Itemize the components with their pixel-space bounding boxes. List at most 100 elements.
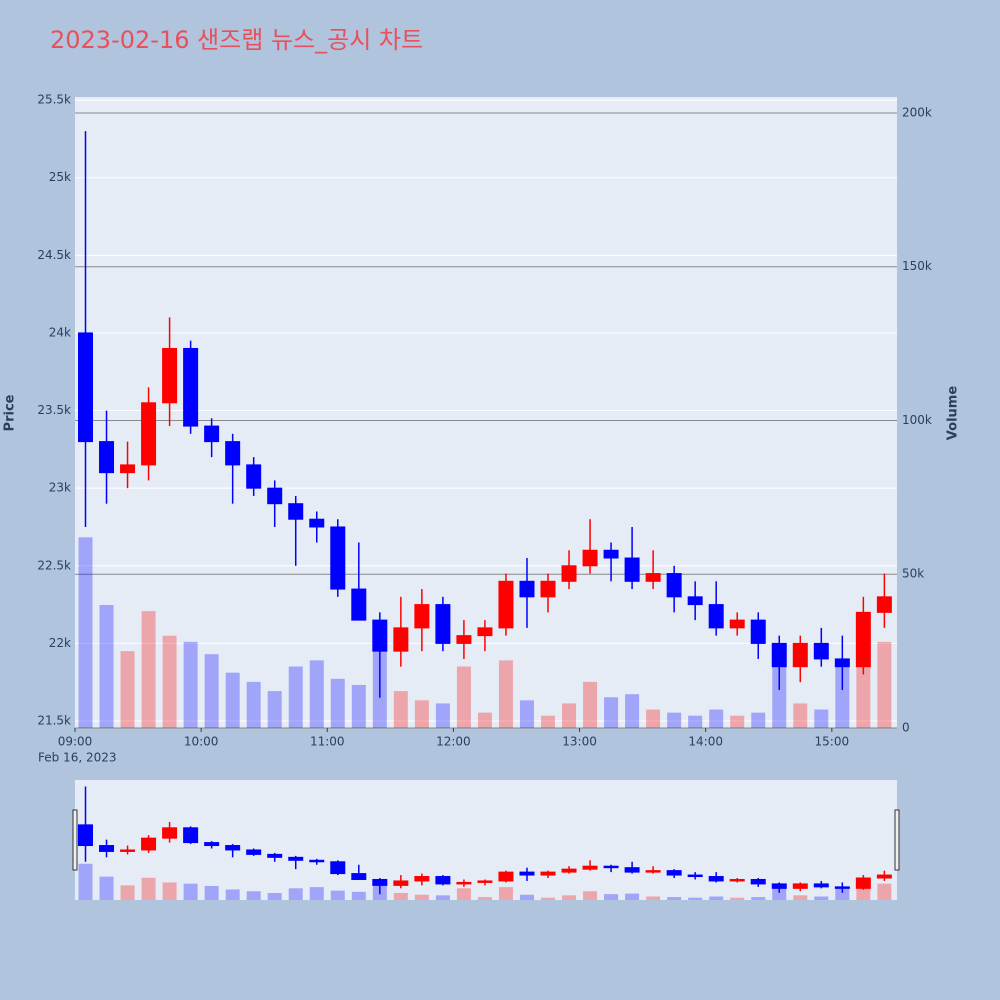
- volume-bar: [435, 703, 450, 728]
- mini-candle-body: [78, 824, 93, 847]
- candle-body: [876, 596, 892, 613]
- mini-volume-bar: [646, 896, 661, 900]
- volume-bar: [477, 712, 492, 728]
- y-tick-label: 25.5k: [37, 93, 71, 107]
- mini-volume-bar: [183, 883, 198, 900]
- candle-body: [456, 635, 472, 644]
- mini-volume-bar: [267, 892, 282, 900]
- mini-candle-body: [309, 859, 325, 863]
- candle-body: [330, 526, 346, 590]
- mini-volume-bar: [604, 894, 619, 900]
- mini-volume-bar: [498, 887, 513, 900]
- mini-candle-body: [666, 870, 682, 876]
- mini-volume-bar: [351, 891, 366, 900]
- y-tick-label: 24.5k: [37, 248, 71, 262]
- mini-candle-body: [435, 876, 451, 885]
- mini-volume-bar: [330, 890, 345, 900]
- x-tick-label: 15:00: [815, 735, 850, 749]
- mini-candle-body: [876, 874, 892, 879]
- volume-bar: [288, 666, 303, 728]
- mini-candle-body: [498, 871, 514, 882]
- mini-candle-body: [183, 827, 199, 844]
- slider-handle[interactable]: [894, 809, 900, 871]
- chart-title: 2023-02-16 샌즈랩 뉴스_공시 차트: [50, 26, 423, 54]
- volume-bar: [267, 691, 282, 728]
- candle-body: [309, 518, 325, 528]
- volume-bar: [667, 712, 682, 728]
- mini-candle-body: [414, 876, 430, 882]
- candle-body: [708, 604, 724, 629]
- x-tick-label: 13:00: [562, 735, 597, 749]
- volume-bar: [730, 715, 745, 728]
- mini-volume-bar: [414, 894, 429, 900]
- slider-handle[interactable]: [72, 809, 78, 871]
- mini-candle-body: [855, 877, 871, 889]
- candle-body: [78, 332, 93, 443]
- candle-body: [519, 580, 535, 598]
- x-tick-label: 14:00: [688, 735, 723, 749]
- mini-volume-bar: [730, 897, 745, 900]
- mini-candle-body: [750, 878, 766, 885]
- mini-candle-body: [603, 865, 619, 869]
- x-tick-label: 09:00: [58, 735, 93, 749]
- mini-volume-bar: [688, 897, 703, 900]
- candle-body: [414, 604, 430, 629]
- x-tick-label: 12:00: [436, 735, 471, 749]
- candle-body: [834, 658, 850, 668]
- mini-volume-bar: [309, 887, 324, 900]
- y-tick-label: 25k: [49, 170, 71, 184]
- candle-body: [267, 487, 283, 505]
- x-tick-label: 10:00: [184, 735, 219, 749]
- volume-bar: [541, 715, 556, 728]
- mini-volume-bar: [877, 883, 892, 900]
- y2-tick-label: 0: [902, 721, 910, 735]
- mini-volume-bar: [541, 897, 556, 900]
- candle-body: [99, 441, 115, 474]
- mini-volume-bar: [141, 877, 156, 900]
- y-axis-title: Price: [3, 394, 18, 431]
- mini-volume-bar: [393, 892, 408, 900]
- mini-candle-body: [519, 871, 535, 876]
- candle-body: [435, 604, 451, 644]
- candle-body: [645, 573, 661, 582]
- candle-body: [477, 627, 493, 637]
- volume-bar: [856, 651, 871, 728]
- mini-candle-body: [582, 865, 598, 870]
- x-tick-label: 11:00: [310, 735, 345, 749]
- candle-body: [351, 588, 367, 621]
- y-tick-label: 24k: [49, 325, 71, 339]
- candle-body: [666, 573, 682, 598]
- volume-bar: [877, 641, 892, 728]
- mini-candle-body: [477, 880, 493, 883]
- candle-body: [183, 347, 199, 427]
- mini-volume-bar: [162, 882, 177, 900]
- y-tick-label: 21.5k: [37, 714, 71, 728]
- volume-bar: [709, 709, 724, 728]
- volume-bar: [793, 703, 808, 728]
- candle-body: [225, 441, 241, 466]
- y2-tick-label: 200k: [902, 105, 932, 119]
- mini-volume-bar: [456, 888, 471, 900]
- mini-candle-body: [162, 827, 178, 839]
- volume-bar: [562, 703, 577, 728]
- y2-tick-label: 50k: [902, 567, 924, 581]
- candle-body: [540, 580, 556, 598]
- mini-candle-body: [813, 883, 829, 888]
- candle-body: [771, 642, 787, 668]
- volume-bar: [183, 641, 198, 728]
- mini-candle-body: [372, 878, 388, 886]
- mini-volume-bar: [625, 893, 640, 900]
- volume-bar: [519, 700, 534, 728]
- mini-candle-body: [267, 853, 283, 858]
- volume-bar: [772, 654, 787, 728]
- volume-bar: [625, 694, 640, 728]
- candle-body: [162, 347, 178, 404]
- candle-body: [120, 464, 136, 474]
- mini-candle-body: [225, 845, 241, 851]
- volume-bar: [751, 712, 766, 728]
- mini-volume-bar: [583, 891, 598, 900]
- mini-candle-body: [99, 845, 115, 852]
- candle-body: [288, 503, 304, 520]
- mini-candle-body: [204, 842, 220, 847]
